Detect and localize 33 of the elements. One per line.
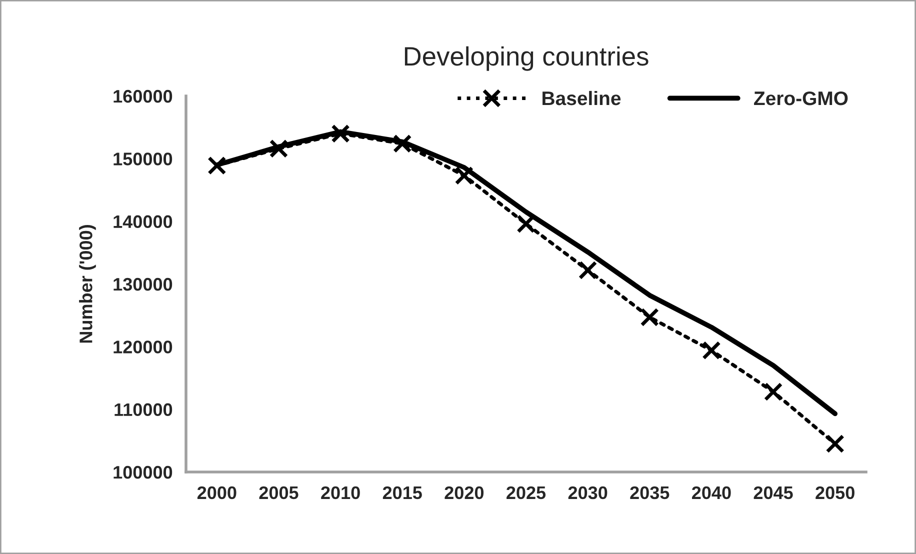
- legend-label: Baseline: [542, 90, 621, 106]
- x-tick-label: 2035: [630, 486, 670, 500]
- y-tick-label: 110000: [114, 403, 172, 416]
- x-tick-label: 2025: [506, 486, 546, 500]
- point: [702, 341, 721, 360]
- point: [640, 308, 660, 327]
- x-tick-label: 2020: [444, 486, 484, 500]
- point: [764, 382, 783, 402]
- chart-title: Developing countries: [404, 46, 648, 71]
- point: [454, 166, 474, 185]
- x-tick-label: 2030: [568, 486, 608, 500]
- point: [269, 139, 288, 158]
- point: [331, 124, 350, 143]
- x-tick-label: 2050: [816, 486, 854, 500]
- legend-label: Zero-GMO: [754, 91, 848, 106]
- x-tick-label: 2045: [754, 486, 793, 500]
- point: [578, 260, 598, 280]
- x-tick-label: 2015: [382, 486, 422, 500]
- x-tick-label: 2010: [321, 486, 360, 500]
- y-tick-label: 130000: [114, 278, 172, 291]
- y-tick-label: 120000: [114, 340, 172, 354]
- point: [516, 214, 536, 234]
- x-tick-label: 2040: [692, 486, 731, 500]
- y-tick-label: 100000: [114, 466, 172, 479]
- point: [826, 434, 844, 454]
- point: [208, 156, 226, 175]
- y-tick-label: 140000: [114, 215, 172, 228]
- y-axis-title: Number ('000): [79, 225, 96, 343]
- y-tick-label: 160000: [114, 90, 172, 103]
- x-tick-label: 2000: [197, 486, 236, 500]
- point: [392, 134, 412, 153]
- x-tick-label: 2005: [259, 486, 298, 500]
- y-tick-label: 150000: [114, 152, 172, 166]
